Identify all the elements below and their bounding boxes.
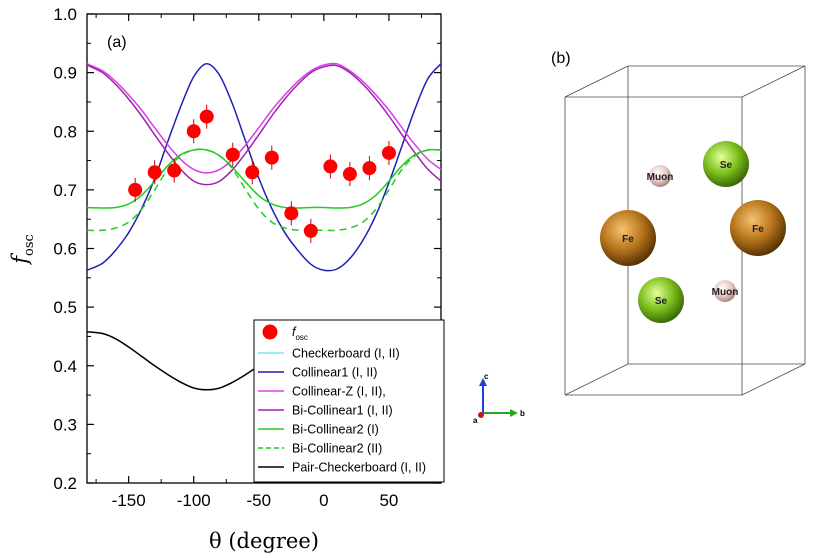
series-line-bicol2a: [87, 148, 441, 209]
data-point: [381, 145, 396, 160]
axis-letter-b: b: [520, 409, 525, 418]
atom-fe-left: Fe: [600, 210, 656, 266]
atom-label-fe-right: Fe: [752, 224, 764, 235]
y-tick-label: 0.8: [53, 122, 77, 141]
points-layer: [128, 104, 396, 243]
data-point: [245, 165, 260, 180]
series-line-collinear: [87, 63, 441, 272]
panel-a-label: (a): [107, 34, 127, 51]
legend: fosc Checkerboard (I, II) Collinear1 (I, …: [253, 319, 445, 483]
legend-fosc-main: f: [292, 325, 297, 339]
y-axis-title-main: f: [8, 253, 32, 266]
series-line-bicol2b: [87, 148, 441, 232]
x-tick-label: 0: [319, 491, 328, 510]
y-tick-label: 0.9: [53, 64, 77, 83]
y-tick-label: 0.2: [53, 474, 77, 493]
data-point: [199, 109, 214, 124]
data-point: [186, 124, 201, 139]
y-tick-label: 0.3: [53, 415, 77, 434]
y-tick-label: 0.6: [53, 240, 77, 259]
atom-se-bottom: Se: [638, 277, 684, 323]
legend-label-fosc: fosc: [292, 325, 308, 342]
series-line-bicol1: [87, 64, 441, 186]
legend-fosc-sub: osc: [295, 333, 307, 342]
atom-fe-right: Fe: [730, 200, 786, 256]
y-tick-label: 0.4: [53, 357, 77, 376]
legend-label-bicol1: Bi-Collinear1 (I, II): [292, 404, 393, 418]
series-layer: [87, 62, 441, 391]
legend-label-bicol2a: Bi-Collinear2 (I): [292, 423, 379, 437]
y-tick-label: 1.0: [53, 5, 77, 24]
atom-label-se-top: Se: [720, 160, 733, 171]
axis-indicator: c b a: [473, 372, 525, 425]
y-tick-label: 0.7: [53, 181, 77, 200]
data-point: [264, 150, 279, 165]
series-line-pair: [87, 330, 260, 391]
x-tick-label: -100: [177, 491, 211, 510]
panel-b-label: (b): [551, 50, 571, 67]
x-axis-title: θ (degree): [209, 529, 319, 553]
axis-letter-a: a: [473, 416, 478, 425]
y-tick-label: 0.5: [53, 298, 77, 317]
x-tick-label: -150: [112, 491, 146, 510]
legend-marker-fosc: [262, 324, 278, 340]
y-axis-ticks: 0.2 0.3 0.4 0.5 0.6 0.7 0.8 0.9 1.0: [53, 5, 441, 493]
legend-label-colz: Collinear-Z (I, II),: [292, 385, 386, 399]
data-point: [303, 223, 318, 238]
data-point: [147, 165, 162, 180]
data-point: [167, 163, 182, 178]
data-point: [323, 159, 338, 174]
atom-label-muon-bottom: Muon: [712, 287, 739, 298]
atom-label-muon-top: Muon: [647, 172, 674, 183]
svg-text:fosc: fosc: [8, 234, 37, 266]
legend-box: [253, 319, 445, 483]
y-axis-title: fosc: [8, 234, 37, 266]
legend-label-bicol2b: Bi-Collinear2 (II): [292, 442, 382, 456]
data-point: [284, 206, 299, 221]
atom-label-se-bottom: Se: [655, 296, 668, 307]
data-point: [225, 147, 240, 162]
panel-b: (b) Se Muon Fe Fe: [473, 50, 806, 425]
series-line-colz: [87, 62, 441, 174]
legend-label-collinear: Collinear1 (I, II): [292, 366, 377, 380]
atom-se-top: Se: [703, 141, 749, 187]
data-point: [362, 161, 377, 176]
data-point: [128, 182, 143, 197]
x-tick-label: -50: [247, 491, 272, 510]
y-axis-title-sub: osc: [22, 234, 37, 256]
axis-letter-c: c: [484, 372, 489, 381]
data-point: [342, 167, 357, 182]
atom-muon-bottom: Muon: [712, 280, 739, 302]
legend-label-pair: Pair-Checkerboard (I, II): [292, 461, 426, 475]
legend-label-checker: Checkerboard (I, II): [292, 347, 400, 361]
legend-entries: Checkerboard (I, II) Collinear1 (I, II) Co…: [258, 347, 426, 475]
chart-a: -150 -100 -50 0 50 0.2 0.3 0.4 0.5 0.6 0.7 0.8 0.9 1…: [8, 5, 445, 553]
atom-muon-top: Muon: [647, 165, 674, 187]
x-tick-label: 50: [379, 491, 398, 510]
atom-label-fe-left: Fe: [622, 234, 634, 245]
